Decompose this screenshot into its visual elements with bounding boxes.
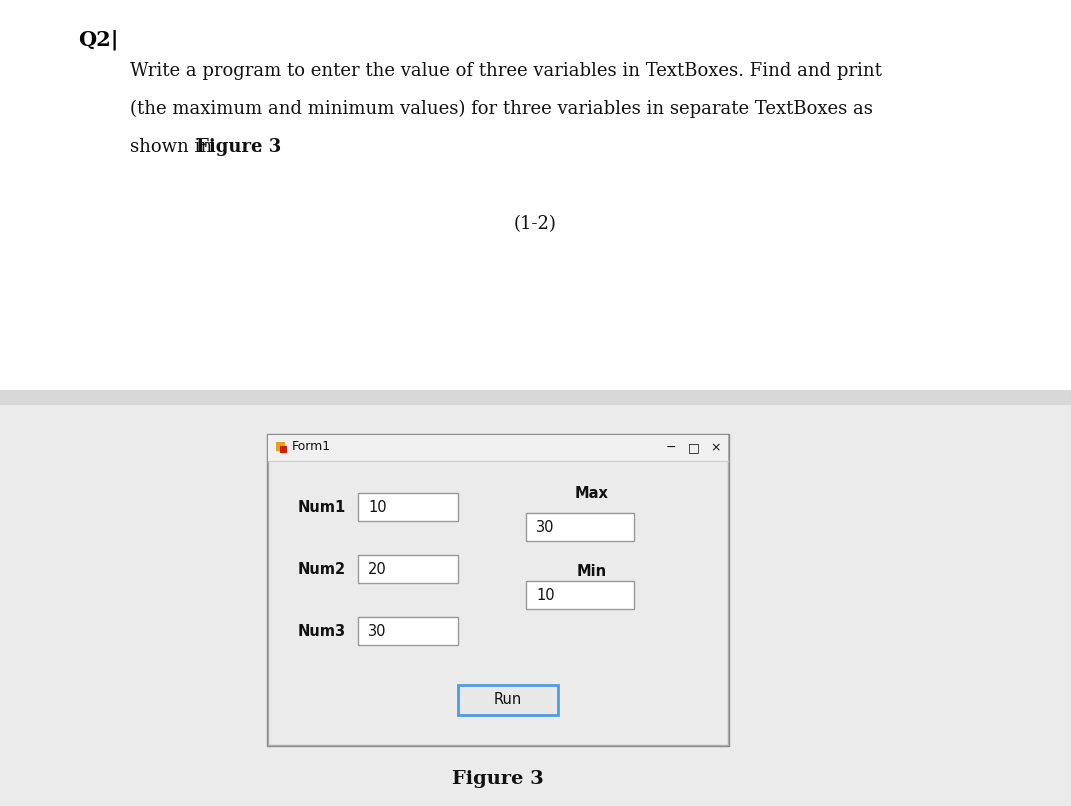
- Text: Form1: Form1: [292, 440, 331, 453]
- Text: ×: ×: [710, 441, 721, 454]
- Text: shown in: shown in: [130, 138, 217, 156]
- Bar: [0, 390, 1071, 405]
- Text: Num2: Num2: [298, 562, 346, 576]
- Bar: [358, 555, 458, 583]
- Bar: [268, 435, 728, 461]
- Text: 10: 10: [368, 500, 387, 514]
- Bar: [358, 493, 458, 521]
- Bar: [280, 446, 287, 453]
- Text: Figure 3: Figure 3: [196, 138, 282, 156]
- Text: Figure 3: Figure 3: [452, 770, 544, 788]
- Bar: [268, 435, 728, 745]
- Bar: [0, 405, 1071, 806]
- Text: Run: Run: [494, 692, 523, 708]
- Bar: [458, 685, 558, 715]
- Bar: [526, 513, 634, 541]
- Text: Q2|: Q2|: [78, 30, 119, 51]
- Text: .: .: [256, 138, 262, 156]
- Text: Min: Min: [577, 563, 607, 579]
- Bar: [358, 617, 458, 645]
- Bar: [267, 434, 729, 746]
- Text: (1-2): (1-2): [514, 215, 557, 233]
- Bar: [0, 0, 1071, 390]
- Bar: [526, 581, 634, 609]
- Text: 30: 30: [536, 520, 555, 534]
- Text: (the maximum and minimum values) for three variables in separate TextBoxes as: (the maximum and minimum values) for thr…: [130, 100, 873, 118]
- Text: 10: 10: [536, 588, 555, 603]
- Text: −: −: [666, 441, 677, 454]
- Text: 30: 30: [368, 624, 387, 638]
- Text: Num1: Num1: [298, 500, 346, 514]
- Text: □: □: [688, 441, 699, 454]
- Bar: [276, 442, 285, 451]
- Text: Max: Max: [575, 485, 609, 501]
- Text: Write a program to enter the value of three variables in TextBoxes. Find and pri: Write a program to enter the value of th…: [130, 62, 881, 80]
- Text: 20: 20: [368, 562, 387, 576]
- Text: Num3: Num3: [298, 624, 346, 638]
